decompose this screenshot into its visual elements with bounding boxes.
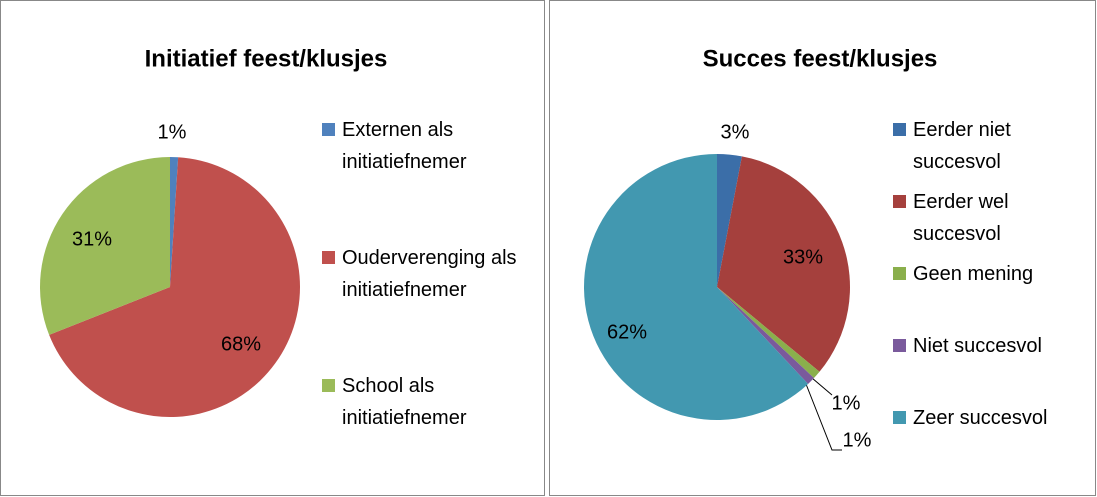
pie-slice [717,287,814,384]
legend-swatch [893,195,906,208]
legend-swatch [322,251,335,264]
legend-entry: Geen mening [893,258,1083,290]
legend-swatch [893,123,906,136]
pie-slice [49,157,300,417]
data-label: 68% [221,333,261,355]
data-label: 62% [607,321,647,343]
data-label: 1% [843,429,872,451]
legend-label: Zeer succesvol [913,407,1048,429]
legend-swatch [322,123,335,136]
legend-label: Geen mening [913,263,1034,285]
legend-label: Eerder niet succesvol [913,119,1011,173]
data-label: 1% [832,392,861,414]
legend-entry: Ouderverenging als initiatiefnemer [322,242,537,306]
data-label: 3% [721,121,750,143]
legend-entry: Niet succesvol [893,330,1083,362]
legend-swatch [893,339,906,352]
pie-slice [583,154,809,421]
legend-swatch [893,411,906,424]
pie-slice [170,157,179,287]
panel-border [549,0,1096,496]
data-label: 33% [783,246,823,268]
legend-label: Ouderverenging als initiatiefnemer [342,247,517,301]
legend-entry: Externen als initiatiefnemer [322,114,537,178]
chart-title: Succes feest/klusjes [703,45,938,72]
pie-slice [717,154,742,287]
legend-label: Niet succesvol [913,335,1042,357]
legend-label: Externen als initiatiefnemer [342,119,467,173]
leader-line [811,377,833,396]
legend-entry: Zeer succesvol [893,402,1083,434]
data-label: 31% [72,228,112,250]
legend-entry: Eerder wel succesvol [893,186,1083,250]
panel-border [0,0,545,496]
legend-entry: School als initiatiefnemer [322,370,537,434]
pie-slice [717,287,820,379]
pie-slice [717,156,850,372]
chart-title: Initiatief feest/klusjes [145,45,388,72]
legend-swatch [893,267,906,280]
legend-label: Eerder wel succesvol [913,191,1009,245]
leader-line [805,383,842,451]
legend-swatch [322,379,335,392]
data-label: 1% [158,121,187,143]
legend-entry: Eerder niet succesvol [893,114,1083,178]
pie-slice [40,157,170,335]
legend-label: School als initiatiefnemer [342,375,467,429]
